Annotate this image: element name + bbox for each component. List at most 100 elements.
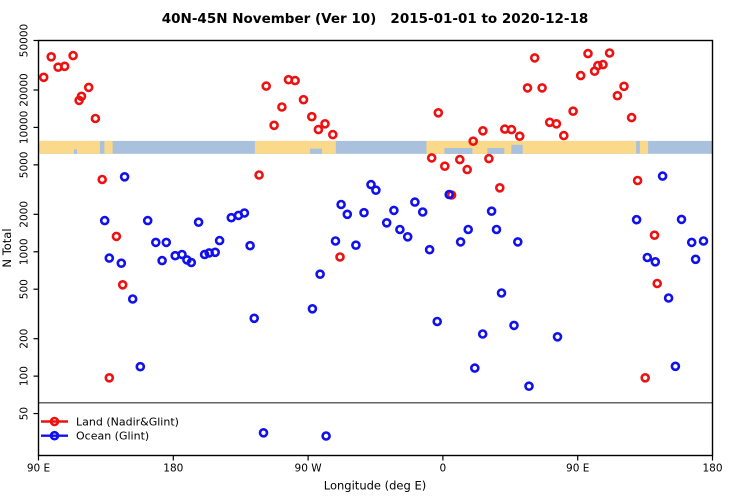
x-tick-label: 90 E <box>566 463 589 475</box>
land-point <box>104 372 115 383</box>
legend-item: Ocean (Glint) <box>41 430 149 443</box>
ocean-point <box>491 224 502 235</box>
land-point <box>320 119 330 129</box>
land-point <box>46 51 57 62</box>
land-point <box>117 279 128 290</box>
ocean-point <box>402 232 413 242</box>
land-point <box>575 70 586 81</box>
x-tick-label: 0 <box>440 463 447 475</box>
ocean-point <box>336 199 346 210</box>
ocean-point <box>512 237 523 247</box>
ocean-point <box>214 235 225 246</box>
land-point <box>551 119 562 129</box>
ocean-point <box>432 316 443 327</box>
ocean-point <box>417 207 428 217</box>
land-point <box>335 252 345 262</box>
ocean-point <box>104 253 115 263</box>
ocean-point <box>351 240 361 250</box>
map-band-land <box>104 140 113 154</box>
map-band-land <box>639 140 649 154</box>
land-point <box>649 230 660 240</box>
ocean-point <box>119 172 130 182</box>
x-tick-label: 180 <box>702 463 722 475</box>
ocean-point <box>371 185 381 195</box>
ocean-point <box>698 236 709 246</box>
map-band-land <box>426 140 637 154</box>
ocean-point <box>444 189 455 200</box>
land-point <box>514 131 525 141</box>
land-point <box>494 183 505 193</box>
ocean-point <box>157 255 167 266</box>
plot-border <box>37 39 714 457</box>
ocean-point <box>424 244 435 255</box>
y-tick-label: 200 <box>19 329 31 349</box>
land-point <box>298 94 309 105</box>
ocean-point <box>177 249 187 260</box>
ocean-point <box>249 313 259 324</box>
land-point <box>277 102 287 112</box>
land-point <box>327 129 338 140</box>
ocean-point <box>381 218 392 228</box>
land-point <box>426 153 437 163</box>
land-point <box>269 120 279 131</box>
ocean-point <box>650 256 661 267</box>
map-band-water-patch <box>511 144 523 154</box>
ocean-point <box>657 171 668 181</box>
land-point <box>652 278 663 289</box>
map-band-water-patch <box>310 148 323 154</box>
map-band-land <box>38 140 100 154</box>
x-axis-label: Longitude (deg E) <box>324 479 426 493</box>
ocean-point <box>389 205 399 216</box>
ocean-point <box>477 329 488 339</box>
land-point <box>306 111 317 122</box>
y-tick-label: 100 <box>19 366 31 386</box>
ocean-point <box>690 254 701 265</box>
land-point <box>478 126 488 136</box>
land-point <box>439 161 450 171</box>
ocean-point <box>410 197 420 207</box>
ocean-point <box>135 361 146 372</box>
land-point <box>90 113 101 124</box>
land-point <box>640 372 651 383</box>
land-point <box>97 174 107 185</box>
ocean-point <box>142 215 153 226</box>
land-point <box>529 53 540 63</box>
ocean-point <box>469 363 480 373</box>
land-point <box>468 136 479 146</box>
ocean-point <box>395 224 405 235</box>
y-tick-label: 5000 <box>19 151 31 178</box>
ocean-point <box>642 252 653 263</box>
land-point <box>313 124 324 135</box>
ocean-point <box>186 257 197 268</box>
ocean-point <box>330 236 341 246</box>
y-tick-label: 2000 <box>19 201 31 228</box>
land-point <box>604 48 615 58</box>
map-band <box>38 140 713 154</box>
ocean-point <box>151 237 161 248</box>
ocean-point <box>239 208 250 218</box>
ocean-point <box>315 269 325 280</box>
land-point <box>484 153 494 164</box>
ocean-point <box>509 320 519 331</box>
legend-item: Land (Nadir&Glint) <box>41 416 179 429</box>
ocean-point <box>676 214 687 225</box>
ocean-point <box>193 217 204 227</box>
map-band-water-patch <box>487 148 505 154</box>
land-point <box>462 164 473 175</box>
ocean-point <box>127 294 138 304</box>
land-point <box>111 231 122 242</box>
ocean-point <box>552 331 563 342</box>
ocean-point <box>116 258 127 269</box>
y-axis-label: N Total <box>0 228 14 267</box>
land-point <box>506 124 517 135</box>
ocean-point <box>670 361 681 372</box>
legend-label: Ocean (Glint) <box>76 430 149 443</box>
x-tick-label: 90 E <box>27 463 50 475</box>
land-point <box>83 82 94 93</box>
ocean-point <box>245 240 255 251</box>
ocean-point <box>686 237 697 248</box>
axes: 90 E 180 90 W 0 90 E 180 50000 20000 10000 5000 20… <box>19 24 723 475</box>
land-point <box>612 90 623 101</box>
ocean-point <box>307 303 318 314</box>
